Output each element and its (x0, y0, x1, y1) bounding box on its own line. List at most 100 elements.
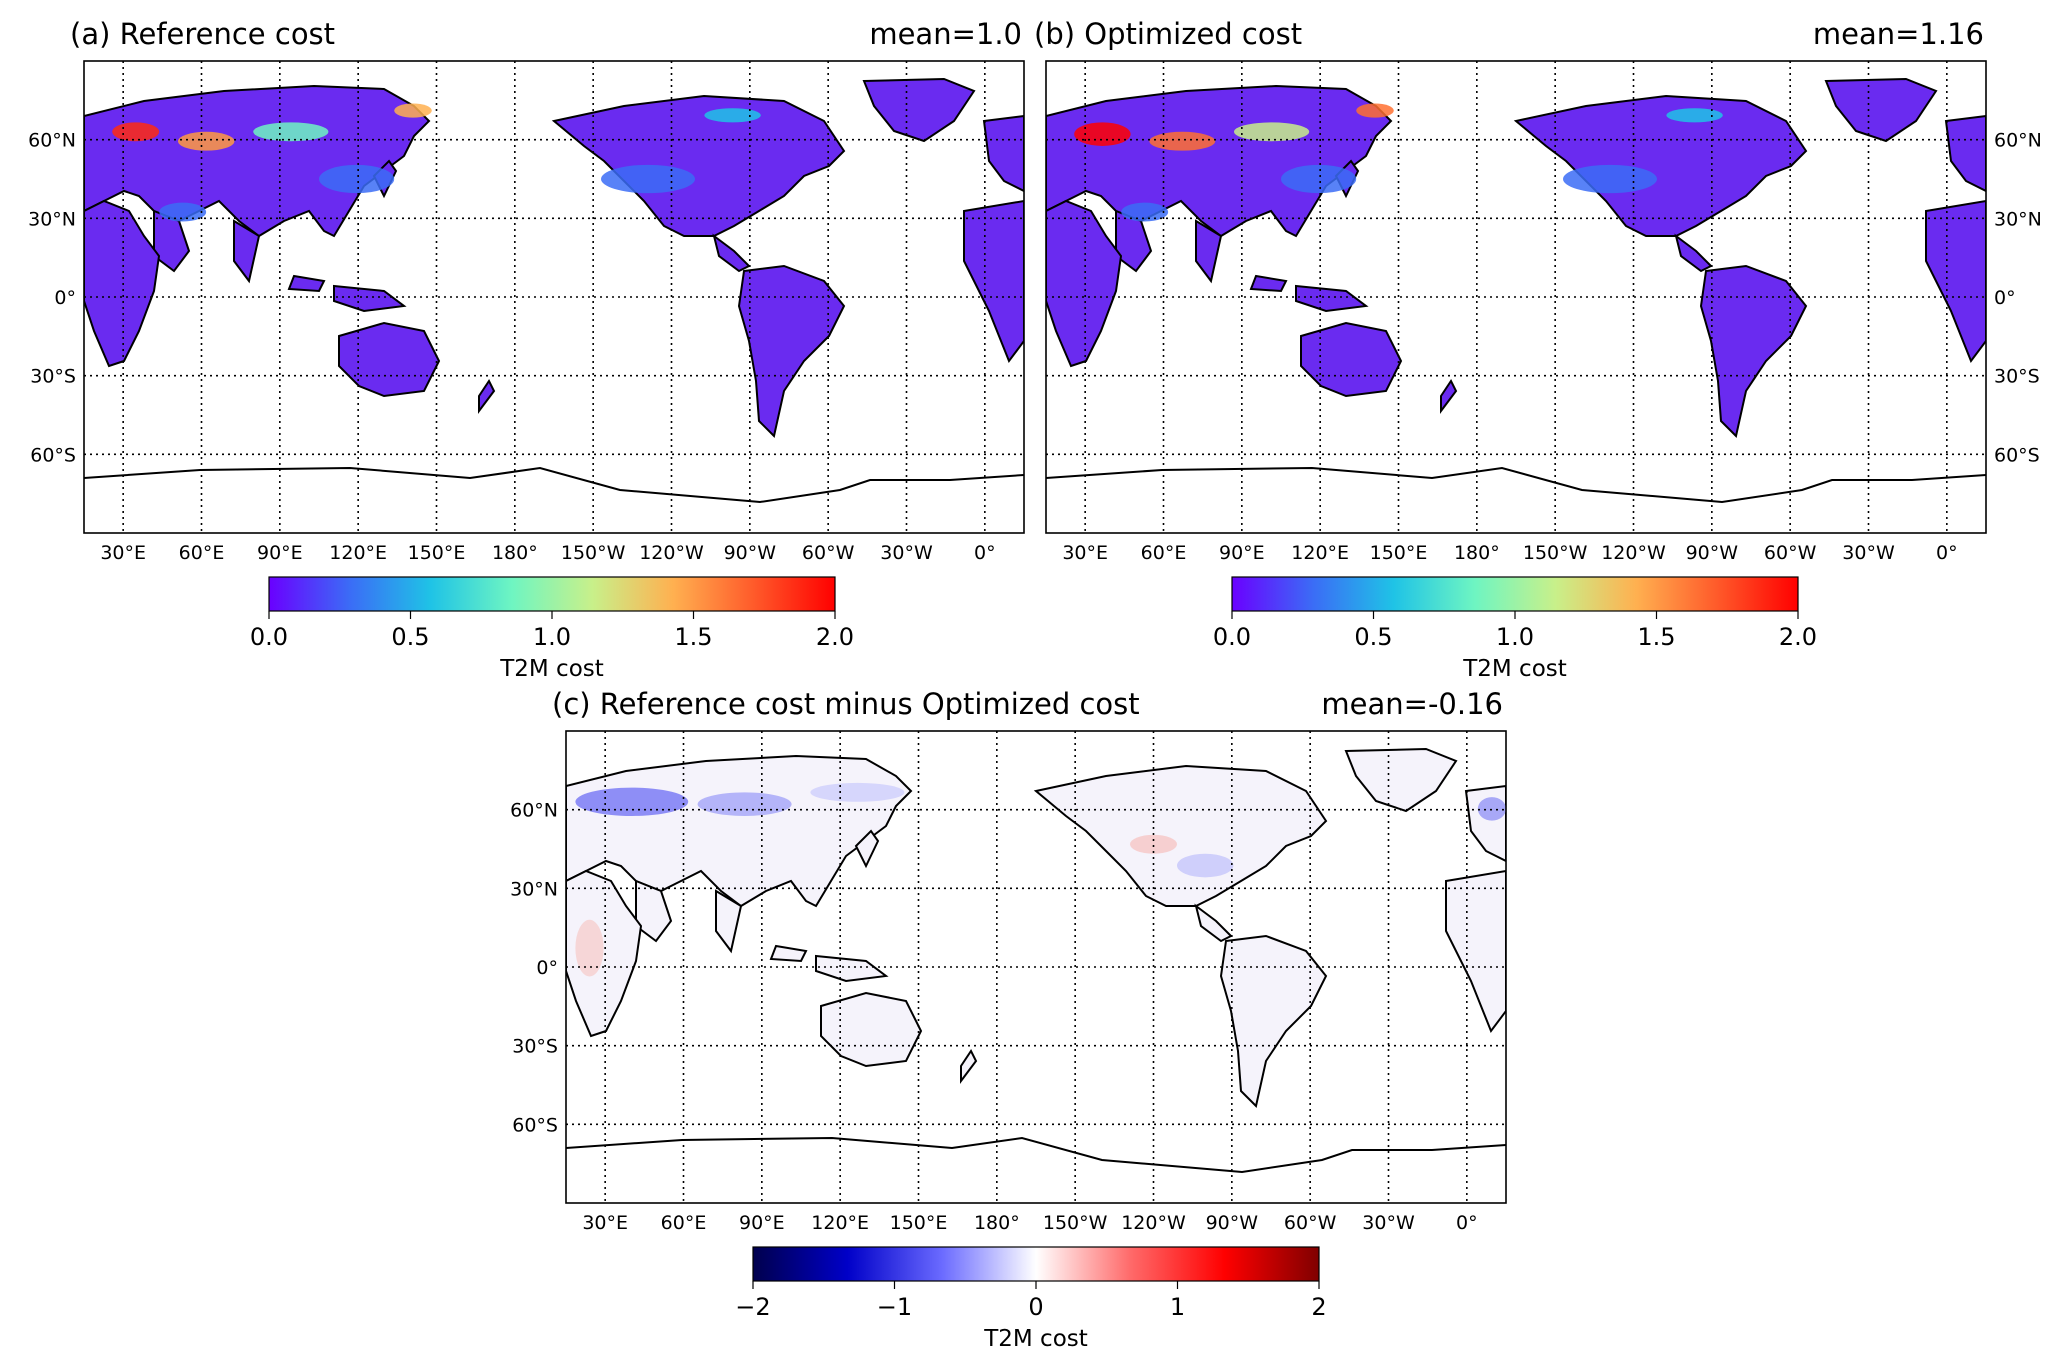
panel-c: (c) Reference cost minus Optimized cost … (510, 687, 1507, 1352)
panel-c-mean: mean=-0.16 (1321, 687, 1503, 721)
lat-tick-label: 60°N (510, 800, 558, 822)
colorbar-tick-label: 0.5 (1354, 623, 1392, 651)
panel-a-map (84, 61, 1024, 533)
panel-c-anomalies (575, 782, 1506, 977)
lon-tick-label: 30°E (100, 542, 146, 564)
lon-tick-label: 120°W (639, 542, 704, 564)
lon-tick-label: 90°W (1206, 1212, 1259, 1234)
lat-tick-label: 30°S (1994, 366, 2040, 388)
colorbar-tick-label: −2 (735, 1293, 770, 1321)
lon-tick-label: 60°E (179, 542, 225, 564)
lon-tick-label: 30°W (1362, 1212, 1415, 1234)
panel-b-lon-labels: 30°E 60°E 90°E 120°E 150°E 180° 150°W 120°W 90°W… (1062, 542, 1957, 564)
lon-tick-label: 0° (1456, 1212, 1478, 1234)
lat-tick-label: 60°N (1994, 130, 2042, 152)
lat-tick-label: 0° (1994, 287, 2016, 309)
panel-c-patch (575, 919, 604, 977)
panel-a-patch (253, 122, 329, 142)
panel-a-frame (83, 60, 1025, 534)
panel-b-hotspots (1074, 103, 1723, 222)
colorbar-tick-label: 0.0 (1213, 623, 1251, 651)
lon-tick-label: 120°W (1601, 542, 1666, 564)
lon-tick-label: 90°W (724, 542, 777, 564)
colorbar-tick-label: 1.0 (533, 623, 571, 651)
colorbar-tick-label: 1 (1170, 1293, 1185, 1321)
lon-tick-label: 0° (974, 542, 996, 564)
lon-tick-label: 150°E (1370, 542, 1428, 564)
panel-c-frame (565, 730, 1507, 1204)
panel-b-frame (1045, 60, 1987, 534)
lon-tick-label: 150°W (1043, 1212, 1108, 1234)
panel-c-colorbar-ticks: −2 −1 0 1 2 (735, 1281, 1327, 1321)
panel-b-map (1046, 61, 1986, 533)
panel-b-gridlines (1046, 61, 1986, 533)
lat-tick-label: 30°N (510, 878, 558, 900)
panel-b-antarctica-outline (1046, 466, 1986, 504)
colorbar-tick-label: 1.5 (1637, 623, 1675, 651)
panel-a-patch (112, 122, 160, 142)
colorbar-tick-label: 2 (1311, 1293, 1326, 1321)
panel-a-patch (159, 202, 207, 222)
lon-tick-label: 120°E (329, 542, 387, 564)
lon-tick-label: 30°E (1062, 542, 1108, 564)
panel-c-antarctica-outline (566, 1136, 1506, 1174)
panel-c-patch (697, 792, 792, 816)
panel-c-patch (575, 787, 689, 816)
panel-c-lon-labels: 30°E 60°E 90°E 120°E 150°E 180° 150°W 120°W 90°W… (582, 1212, 1477, 1234)
panel-b-colorbar (1231, 576, 1799, 612)
panel-a-title: (a) Reference cost (70, 17, 335, 51)
lon-tick-label: 180° (1454, 542, 1500, 564)
panel-a-lon-labels: 30°E 60°E 90°E 120°E 150°E 180° 150°W 120°W 90°W… (100, 542, 995, 564)
lon-tick-label: 60°W (1764, 542, 1817, 564)
lon-tick-label: 90°W (1686, 542, 1739, 564)
panel-b-title: (b) Optimized cost (1034, 17, 1302, 51)
lon-tick-label: 0° (1936, 542, 1958, 564)
panel-b-colorbar-ticks: 0.0 0.5 1.0 1.5 2.0 (1213, 611, 1817, 651)
panel-c-patch (810, 782, 905, 802)
panel-a-patch (394, 103, 432, 118)
panel-c-patch (1130, 834, 1177, 854)
lon-tick-label: 120°E (811, 1212, 869, 1234)
lat-tick-label: 30°N (28, 208, 76, 230)
colorbar-tick-label: 0 (1028, 1293, 1043, 1321)
colorbar-tick-label: 0.5 (391, 623, 429, 651)
lon-tick-label: 60°W (802, 542, 855, 564)
panel-a-patch (178, 131, 235, 151)
panel-b-patch (1074, 122, 1131, 146)
lon-tick-label: 120°E (1291, 542, 1349, 564)
panel-a-colorbar (268, 576, 836, 612)
lat-tick-label: 0° (54, 287, 76, 309)
lat-tick-label: 60°S (512, 1114, 558, 1136)
lon-tick-label: 150°W (561, 542, 626, 564)
panel-a-antarctica-outline (84, 466, 1024, 504)
panel-a-colorbar-label: T2M cost (499, 656, 604, 682)
panel-c-patch (1177, 853, 1234, 878)
panel-b: (b) Optimized cost mean=1.16 60°N30°N0°3… (1034, 17, 2042, 682)
panel-c-colorbar (752, 1246, 1320, 1282)
panel-c-colorbar-label: T2M cost (983, 1326, 1088, 1352)
panel-b-patch (1666, 108, 1723, 123)
panel-a-colorbar-ticks: 0.0 0.5 1.0 1.5 2.0 (250, 611, 854, 651)
lon-tick-label: 30°W (880, 542, 933, 564)
panel-a: (a) Reference cost mean=1.0 60°N30°N0°30… (28, 17, 1025, 682)
panel-b-colorbar-label: T2M cost (1462, 656, 1567, 682)
lon-tick-label: 90°E (739, 1212, 785, 1234)
panel-b-patch (1563, 164, 1657, 194)
colorbar-tick-label: 0.0 (250, 623, 288, 651)
colorbar-tick-label: 2.0 (1779, 623, 1817, 651)
lat-tick-label: 60°S (30, 444, 76, 466)
lon-tick-label: 150°W (1523, 542, 1588, 564)
panel-c-gridlines (566, 731, 1506, 1203)
panel-a-hotspots (112, 103, 761, 222)
lat-tick-label: 60°N (28, 130, 76, 152)
lat-tick-label: 30°N (1994, 208, 2042, 230)
panel-b-patch (1281, 164, 1357, 194)
panel-a-lat-labels: 60°N 30°N 0° 30°S 60°S (28, 130, 76, 467)
panel-a-gridlines (84, 61, 1024, 533)
lat-tick-label: 0° (536, 957, 558, 979)
panel-b-patch (1234, 122, 1310, 142)
lon-tick-label: 90°E (1219, 542, 1265, 564)
lat-tick-label: 30°S (30, 366, 76, 388)
lon-tick-label: 30°E (582, 1212, 628, 1234)
